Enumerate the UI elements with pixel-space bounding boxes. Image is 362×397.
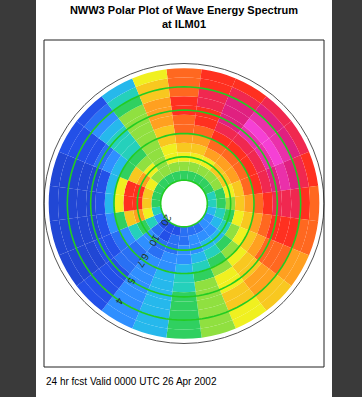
- svg-text:NWW3 Polar Plot of Wave Energy: NWW3 Polar Plot of Wave Energy Spectruma…: [70, 4, 298, 30]
- svg-text:20: 20: [159, 213, 174, 229]
- svg-text:10: 10: [147, 233, 162, 249]
- svg-text:24 hr fcst Valid 0000 UTC 26 A: 24 hr fcst Valid 0000 UTC 26 Apr 2002: [46, 376, 217, 387]
- svg-text:6.7: 6.7: [134, 252, 151, 270]
- svg-text:5: 5: [125, 276, 138, 287]
- svg-text:4: 4: [113, 296, 126, 307]
